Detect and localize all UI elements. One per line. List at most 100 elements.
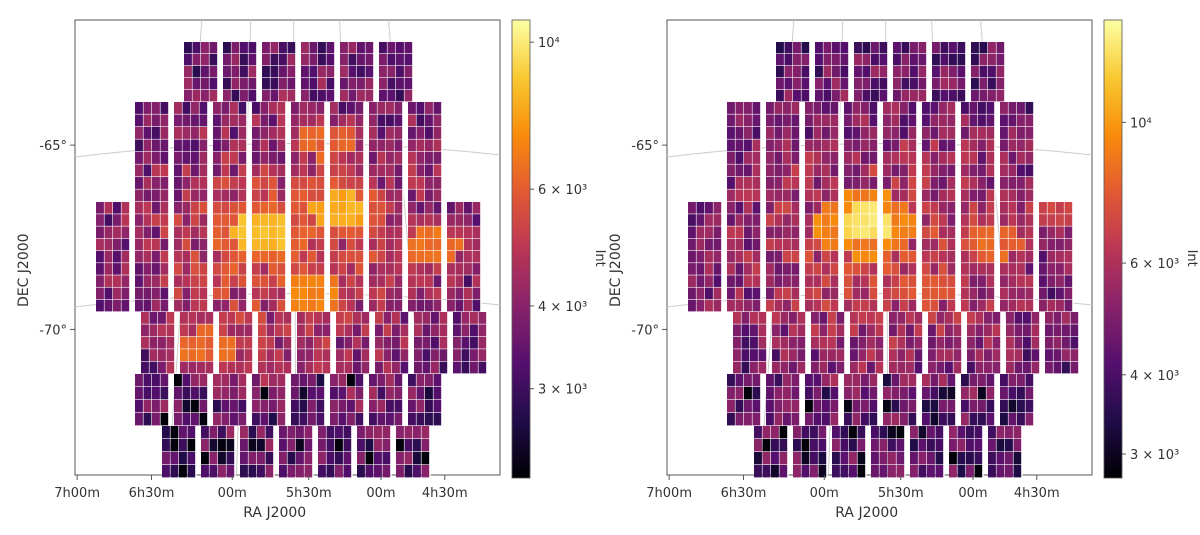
heatmap-cell <box>277 139 286 152</box>
colorbar-tick-label: 10⁴ <box>538 36 560 51</box>
heatmap-cell <box>262 66 270 78</box>
heatmap-cell <box>400 324 409 337</box>
heatmap-cell <box>1070 361 1079 374</box>
heatmap-cell <box>433 250 442 263</box>
heatmap-cell <box>152 250 160 263</box>
heatmap-cell <box>974 439 983 452</box>
heatmap-cell <box>433 177 442 189</box>
heatmap-cell <box>735 263 744 275</box>
heatmap-cell <box>408 275 416 287</box>
heatmap-cell <box>143 299 152 312</box>
heatmap-cell <box>1039 226 1047 239</box>
heatmap-cell <box>819 312 828 324</box>
heatmap-cell <box>889 361 897 374</box>
heatmap-cell <box>299 152 308 164</box>
heatmap-cell <box>269 387 277 400</box>
x-tick-label: 7h00m <box>54 486 100 501</box>
heatmap-cell <box>230 387 238 400</box>
heatmap-cell <box>744 400 752 413</box>
heatmap-cell <box>766 275 774 287</box>
heatmap-cell <box>277 263 286 275</box>
heatmap-cell <box>104 287 113 300</box>
heatmap-cell <box>416 250 425 263</box>
heatmap-cell <box>793 90 801 102</box>
heatmap-cell <box>1056 287 1064 300</box>
heatmap-cell <box>879 90 888 102</box>
heatmap-cell <box>844 387 852 400</box>
heatmap-cell <box>783 102 791 114</box>
heatmap-cell <box>1023 361 1031 374</box>
heatmap-cell <box>369 374 377 387</box>
heatmap-cell <box>238 189 247 202</box>
y-axis-label: DEC J2000 <box>608 233 624 307</box>
heatmap-cell <box>801 54 810 66</box>
heatmap-cell <box>727 374 735 387</box>
heatmap-cell <box>209 54 218 66</box>
heatmap-cell <box>160 250 169 263</box>
heatmap-cell <box>967 361 975 374</box>
heatmap-cell <box>447 275 455 287</box>
heatmap-cell <box>1045 336 1053 349</box>
heatmap-cell <box>984 349 992 361</box>
heatmap-cell <box>947 400 956 413</box>
heatmap-cell <box>1000 238 1008 251</box>
heatmap-cell <box>414 312 422 324</box>
heatmap-cell <box>813 238 822 251</box>
heatmap-cell <box>143 164 152 177</box>
heatmap-cell <box>425 238 433 251</box>
heatmap-cell <box>425 139 433 152</box>
colorbar <box>1103 19 1123 479</box>
heatmap-cell <box>801 452 810 465</box>
heatmap-cell <box>305 361 314 374</box>
heatmap-cell <box>836 324 845 337</box>
heatmap-cell <box>160 139 169 152</box>
heatmap-cell <box>961 189 969 202</box>
heatmap-cell <box>822 238 830 251</box>
heatmap-cell <box>269 275 277 287</box>
heatmap-cell <box>969 400 978 413</box>
x-tick-label: 00m <box>810 486 839 501</box>
heatmap-cell <box>752 139 761 152</box>
heatmap-cell <box>143 102 152 114</box>
heatmap-cell <box>1062 336 1070 349</box>
heatmap-cell <box>238 263 247 275</box>
heatmap-cell <box>988 78 996 90</box>
heatmap-cell <box>939 238 947 251</box>
heatmap-cell <box>793 452 801 465</box>
heatmap-cell <box>353 336 361 349</box>
heatmap-cell <box>447 238 455 251</box>
heatmap-cell <box>861 152 869 164</box>
heatmap-cell <box>238 177 247 189</box>
heatmap-cell <box>780 312 789 324</box>
heatmap-cell <box>439 349 448 361</box>
heatmap-cell <box>209 90 218 102</box>
heatmap-cell <box>135 102 143 114</box>
heatmap-cell <box>819 336 828 349</box>
heatmap-cell <box>182 127 191 139</box>
heatmap-cell <box>869 413 878 426</box>
heatmap-cell <box>308 139 316 152</box>
heatmap-cell <box>258 361 266 374</box>
heatmap-cell <box>199 250 208 263</box>
heatmap-cell <box>182 413 191 426</box>
heatmap-cell <box>875 361 884 374</box>
heatmap-cell <box>318 78 326 90</box>
heatmap-cell <box>1062 361 1070 374</box>
heatmap-cell <box>930 287 939 300</box>
heatmap-cell <box>861 164 869 177</box>
heatmap-cell <box>967 324 975 337</box>
heatmap-cell <box>791 374 800 387</box>
heatmap-cell <box>248 452 257 465</box>
heatmap-cell <box>472 214 481 226</box>
heatmap-cell <box>318 42 326 54</box>
heatmap-cell <box>867 361 875 374</box>
heatmap-cell <box>121 214 130 226</box>
heatmap-cell <box>1017 400 1025 413</box>
heatmap-cell <box>355 263 364 275</box>
heatmap-cell <box>986 413 995 426</box>
heatmap-cell <box>1017 299 1025 312</box>
heatmap-cell <box>297 324 305 337</box>
heatmap-cell <box>347 114 355 127</box>
heatmap-cell <box>752 164 761 177</box>
